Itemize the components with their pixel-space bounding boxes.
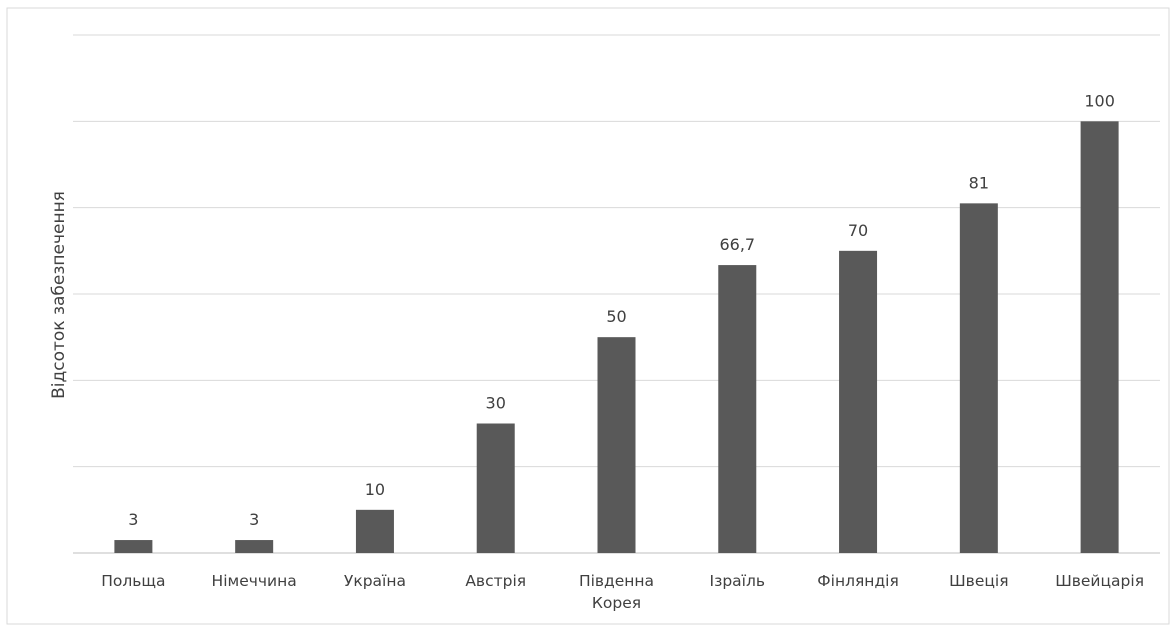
category-label: Південна Корея xyxy=(579,572,654,612)
data-label: 70 xyxy=(848,221,868,240)
data-labels: 3 3 10 30 50 66,7 70 81 100 xyxy=(128,91,1115,529)
category-label: Швейцарія xyxy=(1055,572,1144,590)
category-label-line: Австрія xyxy=(465,572,526,590)
data-label: 3 xyxy=(249,510,259,529)
category-label-line: Україна xyxy=(344,572,406,590)
category-label: Швеція xyxy=(949,572,1008,590)
chart-border xyxy=(6,7,1170,625)
category-label: Фінляндія xyxy=(817,572,899,590)
category-label: Україна xyxy=(344,572,406,590)
bar xyxy=(476,423,515,553)
category-label-line: Німеччина xyxy=(212,572,297,590)
bars xyxy=(114,121,1119,554)
bar xyxy=(355,509,394,553)
data-label: 100 xyxy=(1084,91,1115,110)
data-label: 30 xyxy=(486,394,506,413)
category-label-line: Корея xyxy=(592,594,641,612)
data-label: 3 xyxy=(128,510,138,529)
category-label-line: Швеція xyxy=(949,572,1008,590)
data-label: 50 xyxy=(606,307,626,326)
bar xyxy=(597,337,636,553)
bar xyxy=(959,203,998,553)
bar xyxy=(235,540,274,553)
bar xyxy=(1080,121,1119,553)
category-label-line: Фінляндія xyxy=(817,572,899,590)
data-label: 10 xyxy=(365,480,385,499)
category-label: Австрія xyxy=(465,572,526,590)
category-labels: Польща Німеччина Україна Австрія Південна Кор… xyxy=(101,572,1144,612)
category-label-line: Польща xyxy=(101,572,165,590)
data-label: 66,7 xyxy=(719,235,755,254)
y-axis-title: Відсоток забезпечення xyxy=(49,191,69,399)
bar xyxy=(114,540,153,553)
bar xyxy=(839,250,878,554)
category-label: Німеччина xyxy=(212,572,297,590)
category-label-line: Швейцарія xyxy=(1055,572,1144,590)
bar xyxy=(718,265,757,553)
data-label: 81 xyxy=(969,173,989,192)
category-label-line: Південна xyxy=(579,572,654,590)
category-label: Польща xyxy=(101,572,165,590)
category-label: Ізраїль xyxy=(710,572,766,590)
category-label-line: Ізраїль xyxy=(710,572,766,590)
